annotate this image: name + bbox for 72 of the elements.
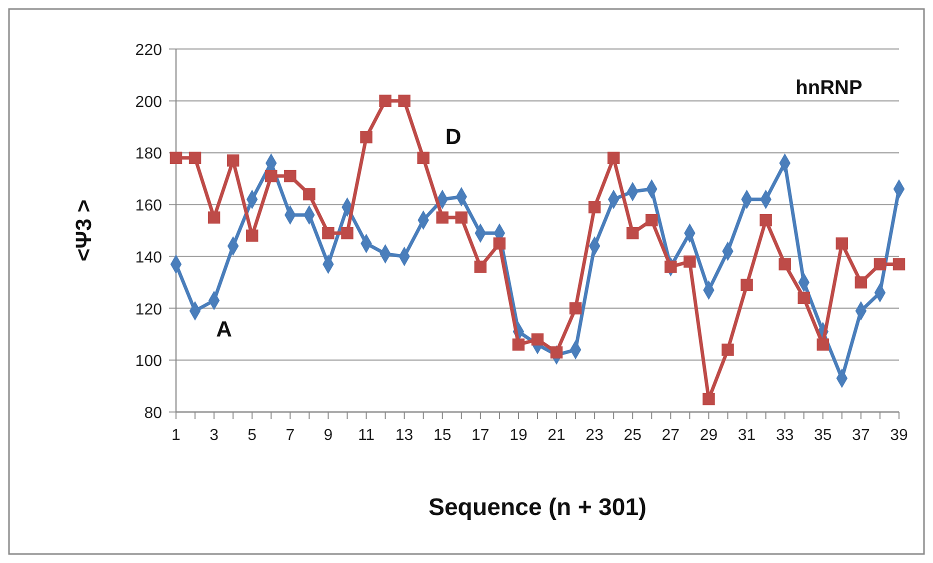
- annotation: hnRNP: [796, 77, 862, 99]
- x-tick-label: 7: [286, 427, 295, 444]
- point: [626, 226, 639, 240]
- y-tick-label: 160: [135, 198, 162, 215]
- point: [341, 226, 354, 240]
- point: [550, 346, 563, 358]
- y-tick-label: 140: [135, 249, 162, 266]
- point: [360, 131, 372, 144]
- point: [607, 152, 620, 164]
- x-tick-label: 5: [248, 427, 257, 444]
- point: [588, 201, 601, 214]
- x-tick-label: 39: [890, 427, 908, 444]
- point: [836, 237, 848, 250]
- series-label: D: [445, 124, 462, 149]
- point: [702, 392, 715, 406]
- x-tick-label: 9: [324, 427, 333, 444]
- point: [778, 258, 791, 270]
- y-tick-label: 220: [135, 42, 162, 59]
- x-axis-title: Sequence (n + 301): [428, 494, 647, 521]
- point: [493, 237, 506, 250]
- point: [208, 211, 220, 224]
- point: [892, 258, 906, 270]
- y-tick-label: 180: [135, 146, 162, 163]
- point: [284, 170, 296, 182]
- point: [664, 260, 677, 273]
- x-tick-label: 27: [662, 427, 680, 444]
- point: [379, 94, 392, 107]
- y-axis-title: <Ψ3 >: [71, 200, 96, 262]
- x-tick-label: 37: [852, 427, 870, 444]
- x-tick-label: 1: [172, 427, 181, 444]
- y-tick-label: 100: [135, 353, 162, 370]
- x-tick-label: 29: [700, 427, 718, 444]
- point: [684, 255, 696, 268]
- x-tick-label: 15: [433, 427, 452, 444]
- point: [760, 214, 772, 226]
- point: [569, 302, 582, 314]
- y-tick-label: 120: [135, 301, 162, 318]
- x-tick-label: 17: [472, 427, 490, 444]
- point: [455, 211, 468, 224]
- point: [417, 152, 430, 164]
- point: [474, 260, 487, 273]
- x-tick-label: 19: [510, 427, 528, 444]
- point: [798, 292, 810, 304]
- point: [874, 258, 886, 270]
- x-tick-label: 3: [210, 427, 219, 444]
- point: [246, 230, 258, 242]
- point: [646, 214, 658, 226]
- point: [854, 276, 868, 288]
- point: [226, 154, 240, 167]
- point: [398, 94, 410, 107]
- point: [512, 338, 525, 351]
- point: [188, 152, 202, 164]
- point: [303, 188, 316, 200]
- x-tick-label: 33: [776, 427, 794, 444]
- series-label: A: [216, 316, 232, 342]
- point: [740, 278, 753, 292]
- point: [322, 226, 334, 240]
- y-tick-label: 200: [135, 94, 162, 111]
- x-tick-label: 23: [586, 427, 604, 444]
- point: [531, 333, 544, 346]
- x-tick-label: 25: [624, 427, 642, 444]
- x-tick-label: 35: [814, 427, 832, 444]
- x-tick-label: 21: [548, 427, 566, 444]
- x-tick-label: 11: [358, 427, 375, 444]
- y-tick-label: 80: [144, 405, 162, 422]
- x-tick-label: 13: [395, 427, 414, 444]
- x-tick-label: 31: [738, 427, 756, 444]
- point: [436, 211, 448, 224]
- point: [816, 338, 830, 351]
- point: [265, 170, 278, 182]
- point: [170, 152, 182, 164]
- point: [722, 344, 734, 356]
